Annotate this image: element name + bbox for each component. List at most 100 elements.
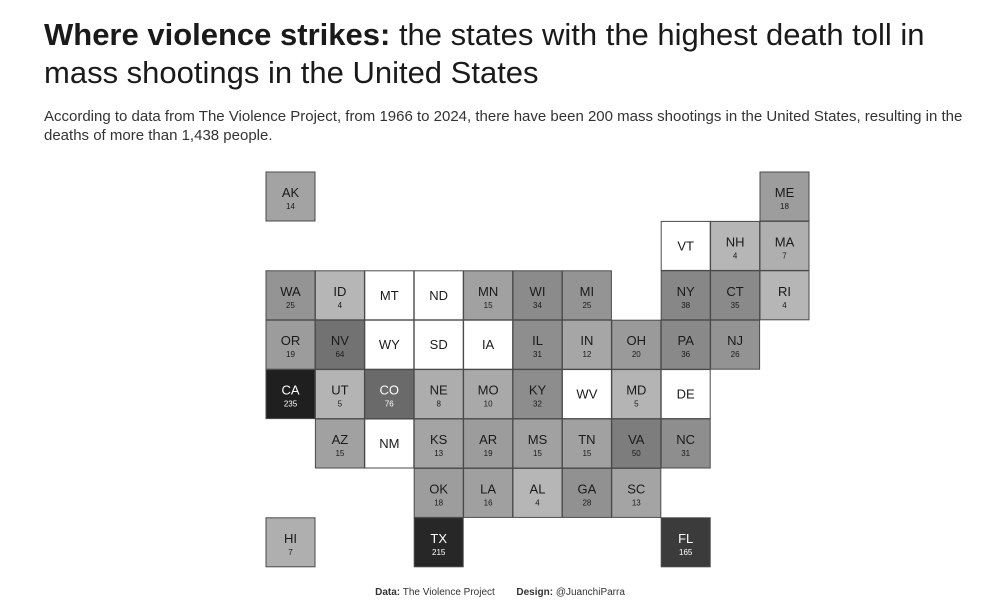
footer-design-label: Design: — [516, 587, 554, 598]
state-label: AR — [479, 432, 497, 447]
state-tile-nc: NC 31 — [660, 418, 711, 469]
state-tile-rect — [413, 467, 464, 518]
state-label: SC — [627, 481, 645, 496]
state-value-label: 36 — [681, 350, 690, 359]
state-tile-rect — [364, 319, 415, 370]
state-label: RI — [778, 284, 791, 299]
state-tile-la: LA 16 — [463, 467, 514, 518]
state-tile-rect — [512, 369, 563, 420]
state-tile-rect — [463, 467, 514, 518]
state-label: NJ — [727, 333, 743, 348]
state-tile-ak: AK 14 — [265, 171, 316, 222]
state-value-label: 19 — [484, 449, 493, 458]
state-value-label: 50 — [632, 449, 641, 458]
state-tile-tx: TX 215 — [413, 517, 464, 568]
state-tile-co: CO 76 — [364, 369, 415, 420]
state-value-label: 14 — [286, 202, 295, 211]
state-tile-rect — [710, 319, 761, 370]
state-label: WI — [530, 284, 546, 299]
state-value-label: 26 — [731, 350, 740, 359]
state-value-label: 31 — [681, 449, 690, 458]
state-tile-ne: NE 8 — [413, 369, 464, 420]
state-value-label: 18 — [780, 202, 789, 211]
state-tile-ky: KY 32 — [512, 369, 563, 420]
state-tile-sd: SD — [413, 319, 464, 370]
state-tile-fl: FL 165 — [660, 517, 711, 568]
state-label: FL — [678, 531, 693, 546]
state-label: NC — [676, 432, 695, 447]
state-value-label: 165 — [679, 548, 693, 557]
state-label: MT — [380, 288, 399, 303]
state-label: OR — [281, 333, 301, 348]
state-label: NE — [430, 383, 448, 398]
chart-title-rest: the states with the highest death toll i… — [44, 17, 925, 90]
state-value-label: 4 — [782, 301, 787, 310]
state-tile-wy: WY — [364, 319, 415, 370]
state-value-label: 5 — [634, 400, 639, 409]
state-value-label: 12 — [582, 350, 591, 359]
state-tile-mn: MN 15 — [463, 270, 514, 321]
state-label: SD — [430, 337, 448, 352]
state-tile-ok: OK 18 — [413, 467, 464, 518]
state-label: OK — [429, 481, 448, 496]
state-label: KS — [430, 432, 448, 447]
state-label: CO — [380, 383, 400, 398]
state-label: NM — [379, 436, 399, 451]
state-tile-rect — [561, 369, 612, 420]
state-tile-pa: PA 36 — [660, 319, 711, 370]
state-label: NV — [331, 333, 349, 348]
state-label: UT — [331, 383, 348, 398]
state-label: TX — [430, 531, 447, 546]
chart-title: Where violence strikes: the states with … — [44, 16, 974, 92]
state-tile-ms: MS 15 — [512, 418, 563, 469]
state-tile-rect — [512, 418, 563, 469]
state-tile-mo: MO 10 — [463, 369, 514, 420]
state-tile-ct: CT 35 — [710, 270, 761, 321]
state-tile-de: DE — [660, 369, 711, 420]
state-tile-rect — [265, 319, 316, 370]
state-value-label: 15 — [335, 449, 344, 458]
state-tile-nm: NM — [364, 418, 415, 469]
state-value-label: 15 — [582, 449, 591, 458]
state-tile-rect — [314, 270, 365, 321]
state-label: AK — [282, 185, 300, 200]
state-value-label: 4 — [733, 251, 738, 260]
state-tile-wi: WI 34 — [512, 270, 563, 321]
state-tile-rect — [759, 270, 810, 321]
state-value-label: 64 — [335, 350, 344, 359]
state-tile-rect — [364, 418, 415, 469]
chart-title-bold: Where violence strikes: — [44, 17, 391, 52]
state-tile-rect — [512, 467, 563, 518]
state-tile-tn: TN 15 — [561, 418, 612, 469]
state-value-label: 32 — [533, 400, 542, 409]
state-label: WV — [576, 387, 597, 402]
state-label: MA — [775, 234, 795, 249]
state-value-label: 16 — [484, 498, 493, 507]
state-label: WY — [379, 337, 400, 352]
state-tile-rect — [364, 369, 415, 420]
state-tile-rect — [413, 418, 464, 469]
state-value-label: 13 — [434, 449, 443, 458]
state-tile-ia: IA — [463, 319, 514, 370]
state-label: MO — [478, 383, 499, 398]
state-value-label: 235 — [284, 400, 298, 409]
state-label: VA — [628, 432, 645, 447]
state-label: AL — [530, 481, 546, 496]
state-label: VT — [677, 238, 694, 253]
state-label: CA — [281, 383, 299, 398]
state-tile-rect — [413, 517, 464, 568]
state-tile-rect — [710, 270, 761, 321]
state-value-label: 10 — [484, 400, 493, 409]
state-value-label: 15 — [484, 301, 493, 310]
footer-design-value: @JuanchiParra — [555, 587, 625, 598]
state-label: OH — [627, 333, 647, 348]
state-tile-rect — [660, 270, 711, 321]
state-value-label: 15 — [533, 449, 542, 458]
footer-data-value: The Violence Project — [402, 587, 495, 598]
state-tile-mt: MT — [364, 270, 415, 321]
state-value-label: 25 — [286, 301, 295, 310]
state-tile-rect — [759, 220, 810, 271]
state-tile-sc: SC 13 — [611, 467, 662, 518]
state-tile-ga: GA 28 — [561, 467, 612, 518]
